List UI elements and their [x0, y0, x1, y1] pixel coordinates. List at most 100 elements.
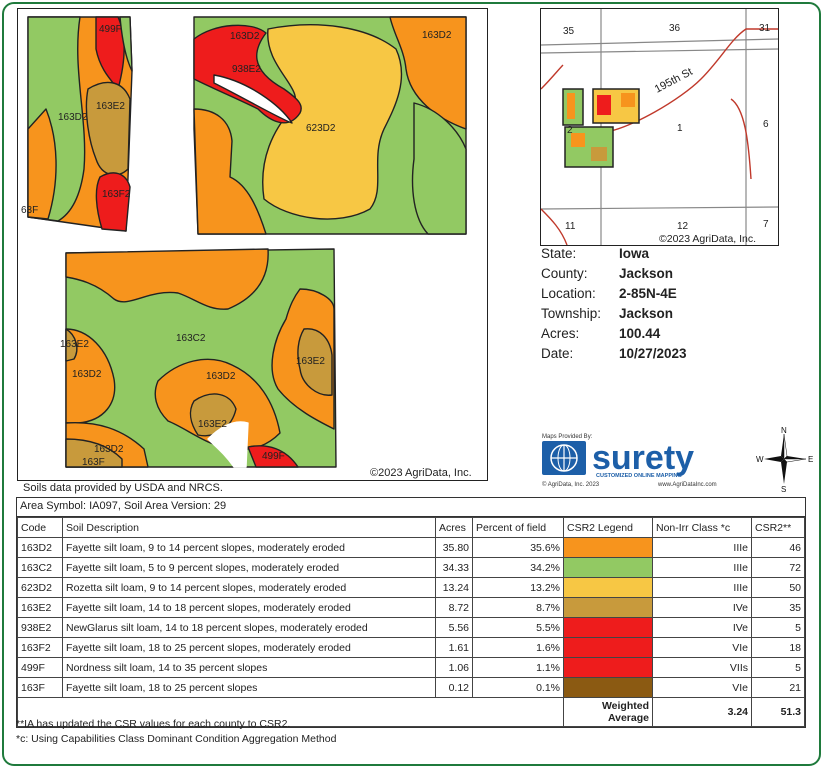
label-163e2-c: 163E2 [198, 419, 227, 430]
cell-code: 163D2 [17, 537, 63, 558]
th-percent: Percent of field [472, 517, 564, 538]
cell-legend [563, 657, 653, 678]
cell-description: Fayette silt loam, 18 to 25 percent slop… [62, 637, 436, 658]
legend-swatch [564, 618, 652, 637]
section-2: 2 [567, 125, 573, 136]
cell-class: IIIe [652, 537, 752, 558]
th-description: Soil Description [62, 517, 436, 538]
cell-acres: 0.12 [435, 677, 473, 698]
cell-percent: 1.6% [472, 637, 564, 658]
cell-description: Fayette silt loam, 14 to 18 percent slop… [62, 597, 436, 618]
table-header-row: Code Soil Description Acres Percent of f… [17, 517, 805, 538]
cell-legend [563, 537, 653, 558]
cell-acres: 1.61 [435, 637, 473, 658]
cell-acres: 35.80 [435, 537, 473, 558]
label-163f2: 163F2 [102, 189, 131, 200]
cell-code: 163E2 [17, 597, 63, 618]
weighted-average-csr2: 51.3 [751, 697, 805, 727]
cell-code: 938E2 [17, 617, 63, 638]
soil-map: 499F 163E2 163D2 163F2 63F 163D2 163D2 9… [17, 8, 488, 481]
weighted-average-class: 3.24 [652, 697, 752, 727]
th-acres: Acres [435, 517, 473, 538]
cell-code: 623D2 [17, 577, 63, 598]
cell-percent: 35.6% [472, 537, 564, 558]
compass-w: W [756, 455, 764, 464]
cell-legend [563, 677, 653, 698]
label-163f: 163F [82, 457, 105, 468]
legend-swatch [564, 598, 652, 617]
cell-acres: 1.06 [435, 657, 473, 678]
label-63f: 63F [21, 205, 38, 216]
cell-class: IIIe [652, 577, 752, 598]
legend-swatch [564, 658, 652, 677]
brand-name: surety [592, 439, 694, 477]
th-class: Non-Irr Class *c [652, 517, 752, 538]
field-top-right: 163D2 163D2 938E2 623D2 [193, 16, 467, 235]
cell-legend [563, 637, 653, 658]
field-top-left: 499F 163E2 163D2 163F2 63F [21, 16, 133, 232]
cell-description: Fayette silt loam, 5 to 9 percent slopes… [62, 557, 436, 578]
section-6: 6 [763, 119, 769, 130]
cell-legend [563, 597, 653, 618]
source-note: Soils data provided by USDA and NRCS. [23, 482, 223, 494]
cell-csr2: 5 [751, 657, 805, 678]
cell-description: Fayette silt loam, 18 to 25 percent slop… [62, 677, 436, 698]
cell-class: VIe [652, 677, 752, 698]
label-163d2-a: 163D2 [230, 31, 260, 42]
cell-percent: 8.7% [472, 597, 564, 618]
section-35: 35 [563, 26, 575, 37]
label-163e2: 163E2 [96, 101, 125, 112]
brand-url: www.AgriDataInc.com [657, 482, 717, 488]
note-class: *c: Using Capabilities Class Dominant Co… [16, 733, 337, 745]
cell-description: Rozetta silt loam, 9 to 14 percent slope… [62, 577, 436, 598]
compass-rose: N S E W [756, 426, 816, 494]
cell-csr2: 35 [751, 597, 805, 618]
label-163e2-b: 163E2 [296, 356, 325, 367]
cell-class: IIIe [652, 557, 752, 578]
section-7: 7 [763, 219, 769, 230]
cell-description: Fayette silt loam, 9 to 14 percent slope… [62, 537, 436, 558]
th-legend: CSR2 Legend [563, 517, 653, 538]
cell-percent: 5.5% [472, 617, 564, 638]
legend-swatch [564, 578, 652, 597]
compass-icon [764, 433, 807, 484]
map-copyright: ©2023 AgriData, Inc. [370, 467, 472, 479]
cell-code: 499F [17, 657, 63, 678]
cell-csr2: 5 [751, 617, 805, 638]
label-623d2: 623D2 [306, 123, 336, 134]
cell-acres: 8.72 [435, 597, 473, 618]
cell-description: NewGlarus silt loam, 14 to 18 percent sl… [62, 617, 436, 638]
area-symbol: Area Symbol: IA097, Soil Area Version: 2… [17, 498, 805, 517]
cell-legend [563, 617, 653, 638]
th-csr2: CSR2** [751, 517, 805, 538]
table-row: 163F2 Fayette silt loam, 18 to 25 percent… [17, 637, 805, 658]
cell-csr2: 18 [751, 637, 805, 658]
cell-class: IVe [652, 617, 752, 638]
table-row: 163D2 Fayette silt loam, 9 to 14 percent … [17, 537, 805, 558]
field-bottom: 163E2 163D2 163C2 163E2 163D2 163E2 163D… [60, 248, 337, 468]
section-12: 12 [677, 221, 689, 232]
compass-n: N [781, 426, 787, 435]
label-163c2: 163C2 [176, 333, 206, 344]
compass-e: E [808, 455, 813, 464]
cell-class: IVe [652, 597, 752, 618]
table-row: 163E2 Fayette silt loam, 14 to 18 percent… [17, 597, 805, 618]
note-csr2: **IA has updated the CSR values for each… [16, 718, 291, 730]
surety-logo: Maps Provided By: surety CUSTOMIZED ONLI… [540, 431, 740, 491]
provided-by-text: Maps Provided By: [542, 434, 593, 440]
cell-csr2: 72 [751, 557, 805, 578]
soil-table: Area Symbol: IA097, Soil Area Version: 2… [16, 497, 806, 728]
weighted-average-label: Weighted Average [563, 697, 653, 727]
label-163d2-c: 163D2 [94, 444, 124, 455]
label-499f-b: 499F [262, 451, 285, 462]
cell-percent: 1.1% [472, 657, 564, 678]
cell-code: 163F [17, 677, 63, 698]
cell-legend [563, 577, 653, 598]
cell-csr2: 46 [751, 537, 805, 558]
cell-description: Nordness silt loam, 14 to 35 percent slo… [62, 657, 436, 678]
cell-acres: 13.24 [435, 577, 473, 598]
location-map: 35 36 31 2 1 6 11 12 7 195th St ©2023 Ag… [540, 8, 779, 246]
section-1: 1 [677, 123, 683, 134]
cell-percent: 0.1% [472, 677, 564, 698]
